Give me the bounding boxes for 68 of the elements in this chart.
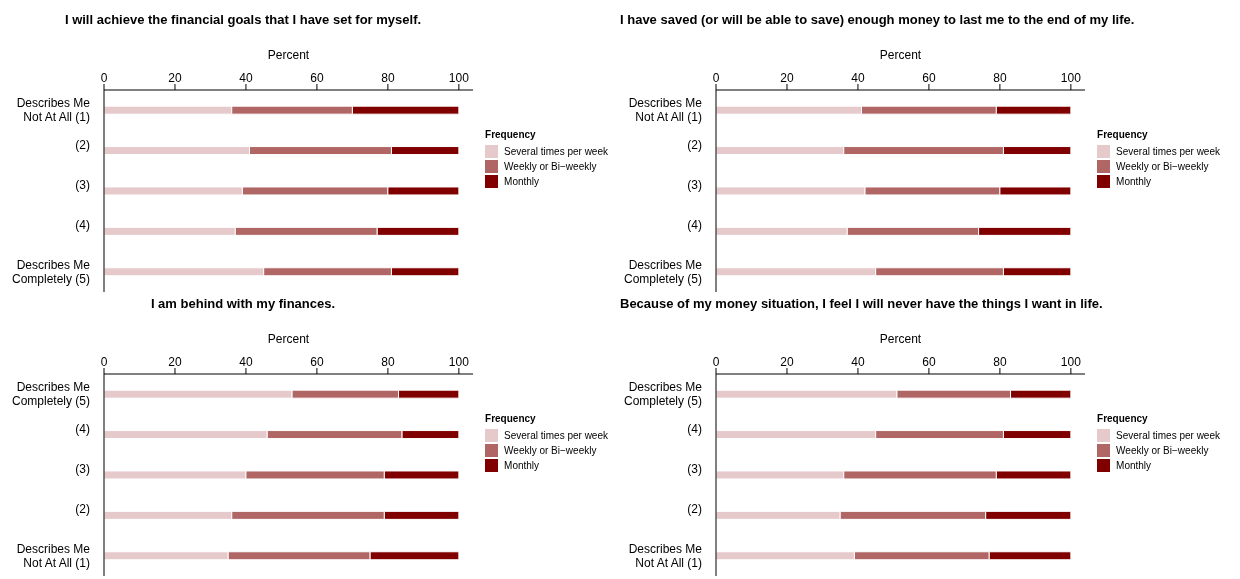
y-tick-label: (2) [75,502,90,517]
legend-label: Monthly [1116,460,1152,471]
legend-label: Weekly or Bi−weekly [1116,445,1209,456]
x-axis-title: Percent [267,331,310,346]
x-axis-title: Percent [267,47,310,62]
legend-label: Weekly or Bi−weekly [504,445,597,456]
y-tick-label: (3) [75,178,90,192]
y-tick-label: (4) [687,218,702,233]
y-tick-label: Describes Me Not At All (1) [16,96,91,125]
legend-label: Monthly [504,176,540,187]
y-tick-label: (2) [687,502,702,517]
x-tick-label: 0 [712,71,720,85]
y-tick-label: Describes Me Completely (5) [623,257,703,286]
x-tick-label: 60 [922,71,936,85]
chart-title: I am behind with my finances. [149,296,337,311]
legend-label: Several times per week [504,146,608,157]
legend-title: Frequency [485,129,537,140]
y-tick-label: (4) [687,421,702,436]
y-tick-label: Describes Me Completely (5) [623,380,703,409]
x-tick-label: 40 [239,71,253,85]
y-tick-label: Describes Me Not At All (1) [628,96,703,125]
x-tick-label: 80 [993,355,1007,369]
legend-label: Several times per week [1116,146,1220,157]
y-tick-label: (2) [75,137,90,152]
y-tick-label: (2) [687,137,702,152]
y-tick-label: (3) [687,462,702,476]
x-tick-label: 0 [712,355,720,369]
legend-label: Several times per week [504,430,608,441]
x-tick-label: 100 [448,71,470,85]
x-tick-label: 20 [168,355,182,369]
x-tick-label: 80 [381,71,395,85]
y-tick-label: Describes Me Completely (5) [11,380,91,409]
y-tick-label: Describes Me Not At All (1) [628,541,703,570]
y-tick-label: (4) [75,421,90,436]
x-tick-label: 20 [780,355,794,369]
legend-label: Weekly or Bi−weekly [504,161,597,172]
x-tick-label: 40 [851,71,865,85]
chart-title: I will achieve the financial goals that I have set for myself. [63,12,423,27]
x-axis-title: Percent [879,47,922,62]
legend-label: Several times per week [1116,430,1220,441]
x-tick-label: 20 [168,71,182,85]
y-tick-label: (3) [75,462,90,476]
legend-title: Frequency [485,413,537,424]
x-tick-label: 40 [239,355,253,369]
x-tick-label: 100 [448,355,470,369]
y-tick-label: (3) [687,178,702,192]
legend-label: Monthly [1116,176,1152,187]
legend-label: Monthly [504,460,540,471]
x-tick-label: 100 [1060,355,1082,369]
y-tick-label: Describes Me Completely (5) [11,257,91,286]
x-tick-label: 60 [922,355,936,369]
chart-title: Because of my money situation, I feel I will never have the things I want in life. [620,296,1103,311]
chart-title: I have saved (or will be able to save) enough money to last me to the end of my life. [620,12,1135,27]
x-tick-label: 80 [993,71,1007,85]
x-tick-label: 100 [1060,71,1082,85]
x-tick-label: 40 [851,355,865,369]
legend-title: Frequency [1097,413,1149,424]
legend-label: Weekly or Bi−weekly [1116,161,1209,172]
y-tick-label: (4) [75,218,90,233]
x-axis-title: Percent [879,331,922,346]
x-tick-label: 60 [310,355,324,369]
y-tick-label: Describes Me Not At All (1) [16,541,91,570]
x-tick-label: 80 [381,355,395,369]
legend-title: Frequency [1097,129,1149,140]
x-tick-label: 60 [310,71,324,85]
x-tick-label: 0 [100,71,108,85]
x-tick-label: 0 [100,355,108,369]
x-tick-label: 20 [780,71,794,85]
